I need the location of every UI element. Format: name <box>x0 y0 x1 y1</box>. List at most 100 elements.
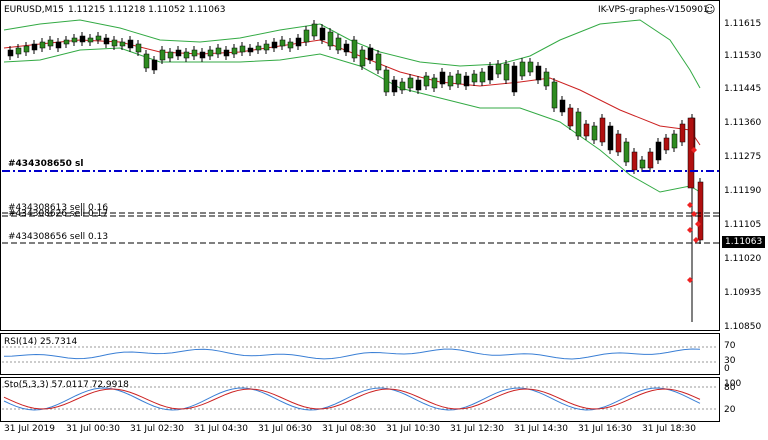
bollinger-upper <box>3 19 701 89</box>
time-tick: 31 Jul 14:30 <box>514 424 568 434</box>
candle-body <box>215 47 222 55</box>
candle-body <box>287 41 294 49</box>
candle-body <box>551 81 558 109</box>
candle-body <box>327 31 334 47</box>
candle-body <box>39 41 46 49</box>
candle-body <box>63 39 70 45</box>
candle-body <box>463 75 470 87</box>
candle-body <box>191 49 198 57</box>
candle-body <box>455 73 462 85</box>
time-tick: 31 Jul 06:30 <box>258 424 312 434</box>
candle-body <box>647 151 654 169</box>
sto-level: 20 <box>724 405 736 415</box>
candle-body <box>271 41 278 49</box>
candle-body <box>479 71 486 83</box>
time-tick: 31 Jul 10:30 <box>386 424 440 434</box>
rsi-level: 30 <box>724 356 736 366</box>
order-sl-label: #434308650 sl <box>8 159 84 169</box>
stochastic-main-line <box>3 387 701 411</box>
candle-body <box>119 41 126 47</box>
trade-arrow-icon <box>691 147 697 153</box>
candle-body <box>55 41 62 49</box>
candle-body <box>231 47 238 55</box>
candle-body <box>23 45 30 53</box>
candle-body <box>559 99 566 113</box>
symbol-label: EURUSD,M15 <box>4 5 64 15</box>
candle-body <box>583 123 590 137</box>
candle-body <box>343 43 350 53</box>
candle-body <box>71 37 78 43</box>
candle-body <box>567 107 574 127</box>
candle-body <box>655 141 662 161</box>
candle-body <box>447 75 454 87</box>
rsi-level: 70 <box>724 341 736 351</box>
candle-body <box>383 69 390 93</box>
candle-body <box>471 73 478 83</box>
ohlc-label: 1.11215 1.11218 1.11052 1.11063 <box>68 5 226 15</box>
broker-label: IK-VPS-graphes-V150901 <box>598 5 709 15</box>
candle-body <box>135 43 142 53</box>
candle-body <box>95 35 102 41</box>
candle-body <box>535 65 542 81</box>
candle-body <box>407 77 414 89</box>
candle-body <box>279 39 286 47</box>
time-tick: 31 Jul 16:30 <box>578 424 632 434</box>
candle-body <box>319 27 326 41</box>
candle-body <box>487 65 494 81</box>
time-tick: 31 Jul 02:30 <box>130 424 184 434</box>
time-tick: 31 Jul 00:30 <box>66 424 120 434</box>
candle-body <box>31 43 38 51</box>
candle-body <box>159 49 166 61</box>
candle-body <box>495 63 502 75</box>
candle-body <box>111 39 118 47</box>
candle-body <box>399 81 406 91</box>
candle-body <box>599 117 606 143</box>
candle-body <box>543 71 550 87</box>
current-price-badge: 1.11063 <box>722 236 766 248</box>
candle-body <box>639 159 646 169</box>
candle-body <box>671 133 678 149</box>
price-tick: 1.10935 <box>724 288 762 298</box>
candle-body <box>663 137 670 151</box>
candle-body <box>79 35 86 43</box>
trade-arrow-icon <box>695 221 701 227</box>
stochastic-signal-line <box>3 388 701 410</box>
trade-arrow-icon <box>687 277 693 283</box>
candle-body <box>167 51 174 59</box>
candle-body <box>255 45 262 51</box>
candle-body <box>87 37 94 43</box>
price-tick: 1.10850 <box>724 322 762 332</box>
candle-body <box>143 53 150 69</box>
candle-body <box>687 117 695 189</box>
candle-body <box>7 49 14 57</box>
candle-body <box>47 39 54 47</box>
price-tick: 1.11530 <box>724 51 762 61</box>
candle-body <box>631 151 638 171</box>
chart-canvas <box>2 19 720 411</box>
price-tick: 1.11020 <box>724 254 762 264</box>
stochastic-label: Sto(5,3,3) 57.0117 72.9918 <box>4 380 129 390</box>
candle-body <box>423 75 430 87</box>
trade-arrow-icon <box>687 227 693 233</box>
candle-body <box>511 65 518 93</box>
candle-body <box>527 61 534 73</box>
candle-body <box>183 51 190 59</box>
candle-body <box>359 49 366 67</box>
price-tick: 1.11105 <box>724 220 762 230</box>
candle-body <box>247 47 254 53</box>
candle-body <box>575 111 582 137</box>
candle-body <box>335 37 342 51</box>
sto-level: 100 <box>724 379 742 389</box>
time-tick: 31 Jul 2019 <box>4 424 55 434</box>
price-tick: 1.11190 <box>724 186 762 196</box>
stochastic-pane[interactable] <box>0 377 720 422</box>
order-label-1: #434308613 sell 0.16 <box>8 203 109 213</box>
candle-body <box>679 123 686 143</box>
price-tick: 1.11615 <box>724 19 762 29</box>
candle-body <box>311 23 318 37</box>
time-tick: 31 Jul 08:30 <box>322 424 376 434</box>
candle-body <box>127 39 134 49</box>
candle-body <box>503 63 510 81</box>
candle-body <box>103 37 110 45</box>
trade-arrow-icon <box>691 211 697 217</box>
